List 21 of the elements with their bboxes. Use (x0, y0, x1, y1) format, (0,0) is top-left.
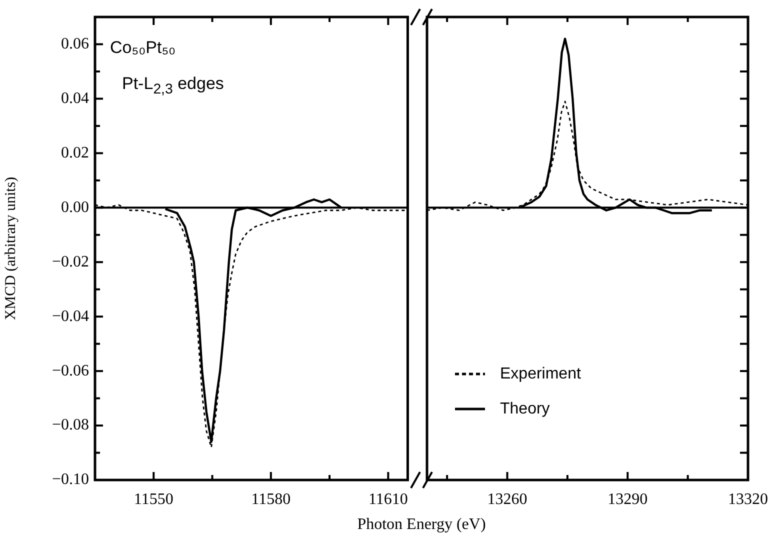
y-axis-title: XMCD (arbitrary units) (2, 176, 19, 320)
annotation: Pt-L$_{2,3}$ edges (122, 74, 224, 98)
y-tick-label: 0.02 (61, 144, 89, 162)
x-tick-label: 11610 (368, 490, 408, 508)
y-tick-label: −0.10 (52, 471, 89, 488)
legend-label: Theory (500, 400, 550, 418)
y-tick-label: 0.00 (61, 198, 89, 216)
y-tick-label: −0.04 (52, 308, 89, 325)
y-tick-label: 0.04 (61, 90, 89, 107)
annotation: Co₅₀Pt₅₀ (110, 38, 176, 58)
x-tick-label: 11580 (251, 490, 291, 508)
legend-label: Experiment (500, 365, 582, 382)
y-tick-label: −0.08 (52, 416, 89, 434)
x-tick-label: 13320 (728, 490, 768, 508)
x-tick-label: 11550 (134, 490, 174, 508)
x-tick-label: 13290 (608, 490, 648, 508)
y-tick-label: −0.02 (52, 253, 89, 270)
y-tick-label: −0.06 (52, 362, 89, 380)
y-tick-label: 0.06 (61, 35, 89, 52)
x-tick-label: 13260 (487, 490, 528, 508)
x-axis-title: Photon Energy (eV) (356, 516, 487, 534)
